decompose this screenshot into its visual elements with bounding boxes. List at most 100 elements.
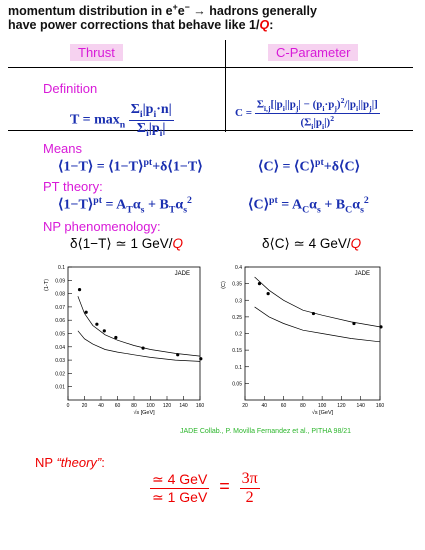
text-part: /|p	[344, 98, 357, 111]
x-tick-label: 160	[376, 403, 385, 409]
text-part: “theory”	[56, 455, 102, 470]
text-part: pt	[143, 157, 153, 168]
section-label: PT theory:	[43, 179, 103, 194]
num: Σi|pi·n|	[128, 102, 174, 121]
numerator: ≃ 4 GeV	[150, 471, 210, 489]
x-tick-label: 40	[98, 403, 104, 409]
text-part: T = max	[70, 112, 120, 128]
text-part: ⟨C⟩ = ⟨C⟩	[258, 159, 316, 175]
x-tick-label: 160	[196, 403, 205, 409]
data-point	[311, 311, 316, 316]
x-tick-label: 20	[82, 403, 88, 409]
data-point	[102, 329, 106, 333]
text-part: |p	[142, 102, 154, 117]
text-part: pt	[315, 157, 324, 168]
text-part: |]	[371, 98, 378, 111]
section-label: Definition	[43, 81, 98, 96]
text-part: i	[159, 127, 163, 139]
text-part: Σ	[130, 102, 140, 117]
theory-curve	[77, 330, 201, 362]
x-tick-label: 100	[318, 403, 327, 409]
y-tick-label: 0.1	[235, 365, 242, 371]
text-part: i	[282, 103, 285, 113]
text-part: i,j	[263, 103, 271, 113]
text-part: ·n|	[156, 102, 172, 117]
formula: ⟨C⟩ = ⟨C⟩pt+δ⟨C⟩	[258, 157, 360, 176]
text-part: ||p	[358, 98, 370, 111]
y-tick-label: 0.05	[55, 332, 65, 338]
formula: ⟨1−T⟩pt = ATαs + BTαs2	[58, 195, 192, 215]
plots: 0.01 0.02 0.03 0.04 0.05 0.06 0.07 0.08 0.09 0.1 0…	[43, 265, 385, 416]
text-part: j	[334, 103, 337, 113]
fraction: Σi,j[|pi||pj| − (pi·pj)2/|pi||pj|] (Σi|pi…	[254, 96, 380, 131]
x-tick-label: 140	[179, 403, 188, 409]
text-part: i	[322, 103, 325, 113]
y-tick-label: 0.03	[55, 358, 65, 364]
x-tick-label: 0	[67, 403, 70, 409]
text-part: |p	[313, 116, 322, 129]
fraction: Σi|pi·n| Σi|pi|	[128, 102, 174, 139]
x-tick-label: 60	[115, 403, 121, 409]
fraction: ≃ 4 GeV ≃ 1 GeV	[150, 471, 210, 506]
text-part: )	[336, 98, 341, 111]
y-tick-label: 0.08	[55, 292, 65, 298]
formula: ⟨C⟩pt = ACαs + BCαs2	[248, 195, 369, 215]
text-part: ⟨1−T⟩	[58, 197, 94, 213]
text-part: :	[269, 18, 274, 32]
text-part: + B	[144, 197, 169, 213]
data-point	[176, 353, 180, 357]
text-part: = A	[277, 197, 303, 213]
rule	[8, 130, 413, 131]
x-tick-label: 40	[262, 403, 268, 409]
text-part: :	[101, 455, 105, 470]
fraction: 3π 2	[239, 470, 260, 507]
section-label: NP phenomenology:	[43, 219, 161, 234]
text-part: Σ	[136, 120, 147, 136]
theory-curve	[254, 276, 381, 328]
formula: ⟨1−T⟩ = ⟨1−T⟩pt+δ⟨1−T⟩	[58, 157, 203, 176]
section-label: Means	[43, 141, 83, 156]
caption: JADE Collab., P. Movilla Fernandez et al…	[180, 428, 352, 435]
text-part: Q	[172, 236, 184, 251]
text-part: α	[309, 197, 317, 213]
den: Σi|pi|	[129, 121, 174, 139]
formula: T = maxn Σi|pi·n| Σi|pi|	[70, 102, 174, 139]
text-part: momentum distribution in	[8, 4, 166, 19]
data-point	[141, 346, 145, 350]
text-part: 2	[363, 195, 369, 206]
text-part: i	[321, 121, 325, 131]
column-head: C-Parameter	[268, 44, 359, 61]
text-part: NP	[35, 455, 57, 470]
denominator: 2	[245, 489, 254, 506]
intro-line: momentum distribution in e+e− → hadrons …	[8, 2, 317, 18]
formula: C = Σi,j[|pi||pj| − (pi·pj)2/|pi||pj|] (Σ…	[235, 96, 380, 131]
text-part: n	[119, 119, 126, 131]
y-tick-label: 0.35	[232, 282, 242, 288]
plot-frame	[67, 266, 201, 401]
text-part: +δ⟨C⟩	[323, 159, 361, 175]
x-tick-label: 20	[242, 403, 248, 409]
x-tick-label: 120	[163, 403, 172, 409]
x-axis-label: √s [GeV]	[133, 409, 155, 416]
np-theory-label: NP “theory”:	[35, 455, 105, 470]
y-tick-label: 0.07	[55, 305, 65, 311]
text-part: −	[184, 2, 190, 12]
y-tick-label: 0.2	[235, 332, 242, 338]
y-tick-label: 0.06	[55, 318, 65, 324]
legend: JADE	[175, 271, 190, 277]
text-part: Σ	[256, 98, 264, 111]
y-tick-label: 0.25	[232, 315, 242, 321]
text-part: s	[360, 204, 364, 216]
text-part: C =	[235, 106, 255, 119]
text-part: (Σ	[300, 116, 312, 129]
text-part: +	[172, 2, 178, 12]
text-part: α	[132, 197, 141, 213]
y-axis-label: ⟨1-T⟩	[43, 279, 50, 292]
text-part: 2	[187, 195, 192, 206]
y-tick-label: 0.04	[55, 345, 65, 351]
x-tick-label: 140	[357, 403, 366, 409]
text-part: j	[369, 103, 372, 113]
text-part: [|p	[270, 98, 283, 111]
text-part: s	[183, 204, 188, 216]
